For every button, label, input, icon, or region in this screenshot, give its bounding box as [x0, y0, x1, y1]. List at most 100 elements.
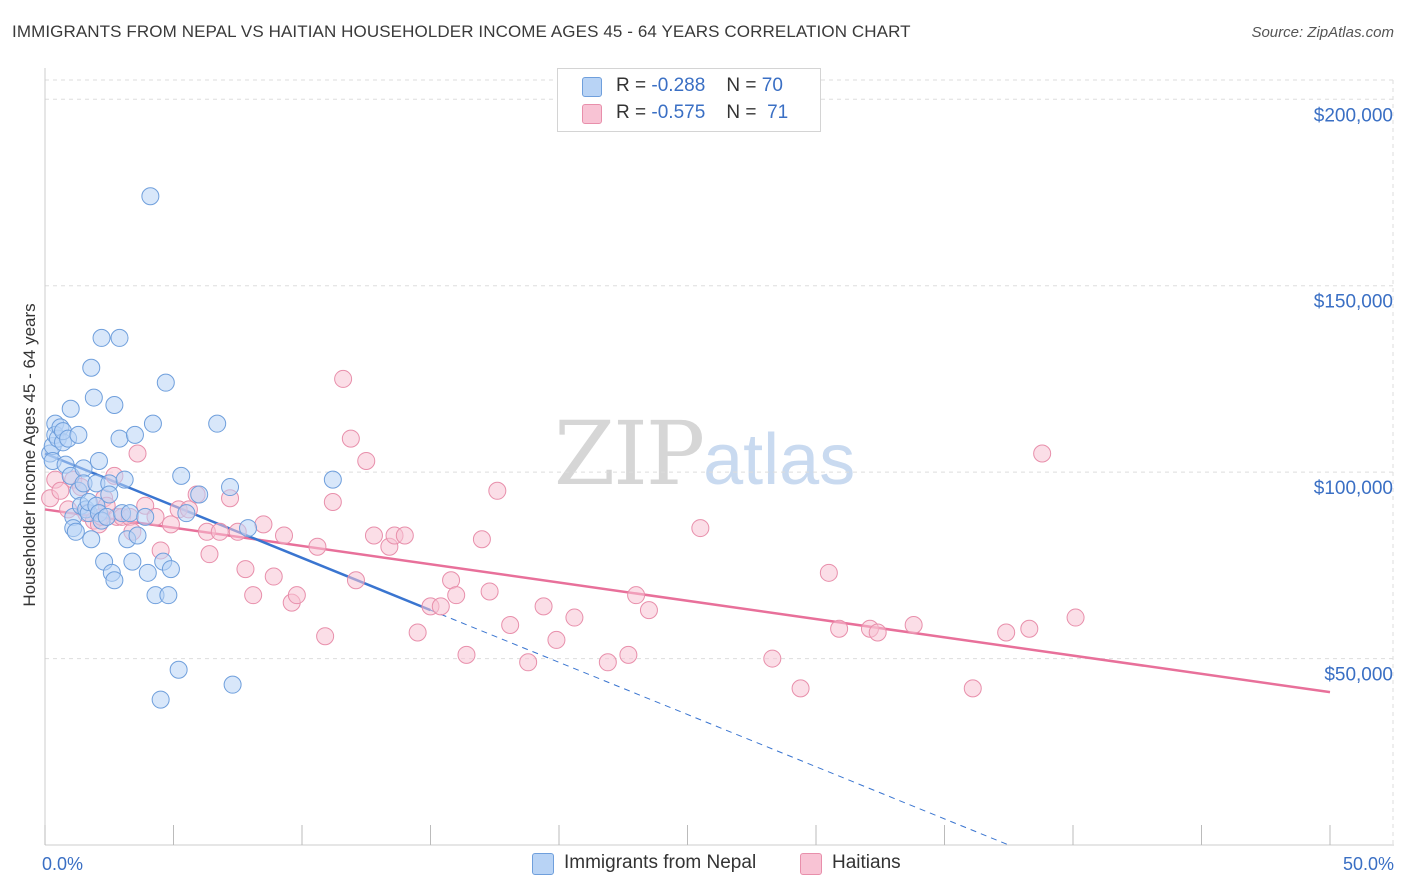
- haitians-point: [357, 451, 376, 470]
- haiti-legend-swatch: [800, 853, 822, 875]
- haitians-point: [308, 537, 327, 556]
- haitians-point: [51, 481, 70, 500]
- haitians-point: [639, 601, 658, 620]
- haitians-point: [547, 630, 566, 649]
- axis-ticks: [44, 825, 1331, 845]
- legend-n-value: 71: [767, 102, 789, 123]
- nepal-point: [123, 552, 142, 571]
- haitians-point: [244, 586, 263, 605]
- legend-n-value: 70: [761, 75, 783, 96]
- legend-r-value: -0.575: [651, 102, 706, 123]
- nepal-point: [120, 504, 139, 523]
- haitians-point: [395, 526, 414, 545]
- tick-labels: $50,000 $100,000 $150,000 $200,000 0.0% 50.0%: [42, 105, 1394, 874]
- watermark-zip: ZIP: [554, 402, 705, 505]
- haitians-point: [534, 597, 553, 616]
- haitians-point: [480, 582, 499, 601]
- haitians-point: [598, 653, 617, 672]
- haitians-point: [287, 586, 306, 605]
- nepal-point: [100, 485, 119, 504]
- nepal-point: [125, 425, 144, 444]
- nepal-point: [177, 504, 196, 523]
- haitians-point: [1066, 608, 1085, 627]
- chart-title: IMMIGRANTS FROM NEPAL VS HAITIAN HOUSEHO…: [12, 22, 911, 41]
- nepal-point: [141, 187, 160, 206]
- nepal-point: [97, 507, 116, 526]
- haitians-point: [210, 522, 229, 541]
- trend-lines: [44, 452, 1331, 846]
- haitians-point: [323, 492, 342, 511]
- correlation-legend: R = -0.288 N = 70 R = -0.575 N = 71: [557, 68, 821, 132]
- nepal-point: [110, 429, 129, 448]
- legend-r-value: -0.288: [651, 75, 706, 96]
- nepal-legend-swatch: [532, 853, 554, 875]
- nepal-point: [61, 399, 80, 418]
- watermark: ZIPatlas: [554, 402, 855, 505]
- haitians-point: [1033, 444, 1052, 463]
- y-tick-label: $150,000: [1314, 292, 1393, 313]
- nepal-point: [190, 485, 209, 504]
- nepal-point: [82, 530, 101, 549]
- nepal-point: [161, 560, 180, 579]
- haitians-point: [830, 619, 849, 638]
- haitians-point: [691, 519, 710, 538]
- haitians-point: [519, 653, 538, 672]
- haitians-point: [904, 616, 923, 635]
- haitians-point: [472, 530, 491, 549]
- nepal-point: [82, 358, 101, 377]
- haiti-legend-label: Haitians: [832, 852, 901, 873]
- nepal-point: [208, 414, 227, 433]
- nepal-point: [69, 425, 88, 444]
- watermark-atlas: atlas: [703, 420, 856, 500]
- haitians-point: [442, 571, 461, 590]
- nepal-point: [128, 526, 147, 545]
- haitians-point: [254, 515, 273, 534]
- haitians-point: [264, 567, 283, 586]
- haitians-point: [619, 645, 638, 664]
- haitians-point: [200, 545, 219, 564]
- haitians-point: [408, 623, 427, 642]
- haitians-point: [627, 586, 646, 605]
- nepal-point: [172, 466, 191, 485]
- haitians-point: [447, 586, 466, 605]
- nepal-point: [239, 519, 258, 538]
- legend-r-label: R =: [616, 75, 647, 96]
- haitians-point: [341, 429, 360, 448]
- haitians-point: [275, 526, 294, 545]
- haitians-point: [501, 616, 520, 635]
- y-tick-label: $100,000: [1314, 478, 1393, 499]
- nepal-point: [156, 373, 175, 392]
- x-tick-label-max: 50.0%: [1343, 854, 1394, 874]
- haitians-point: [819, 563, 838, 582]
- nepal-point: [136, 507, 155, 526]
- legend-n-label: N =: [726, 75, 757, 96]
- nepal-point: [221, 478, 240, 497]
- nepal-legend-label: Immigrants from Nepal: [564, 852, 757, 873]
- nepal-swatch: [582, 77, 602, 97]
- haitians-points: [41, 369, 1085, 698]
- haitians-point: [997, 623, 1016, 642]
- haitians-point: [488, 481, 507, 500]
- y-tick-label: $50,000: [1324, 665, 1393, 686]
- nepal-point: [92, 328, 111, 347]
- axes: [44, 68, 1394, 846]
- haitians-point: [431, 597, 450, 616]
- haitians-point: [346, 571, 365, 590]
- haiti-swatch: [582, 104, 602, 124]
- nepal-point: [151, 690, 170, 709]
- nepal-point: [159, 586, 178, 605]
- nepal-point: [138, 563, 157, 582]
- x-tick-label-min: 0.0%: [42, 854, 83, 874]
- haitians-point: [868, 623, 887, 642]
- legend-r-label: R =: [616, 102, 647, 123]
- haitians-point: [236, 560, 255, 579]
- nepal-point: [115, 470, 134, 489]
- haitians-point: [316, 627, 335, 646]
- nepal-point: [323, 470, 342, 489]
- haitians-point: [457, 645, 476, 664]
- haitians-point: [1020, 619, 1039, 638]
- nepal-point: [105, 396, 124, 415]
- haitians-point: [128, 444, 147, 463]
- nepal-point: [223, 675, 242, 694]
